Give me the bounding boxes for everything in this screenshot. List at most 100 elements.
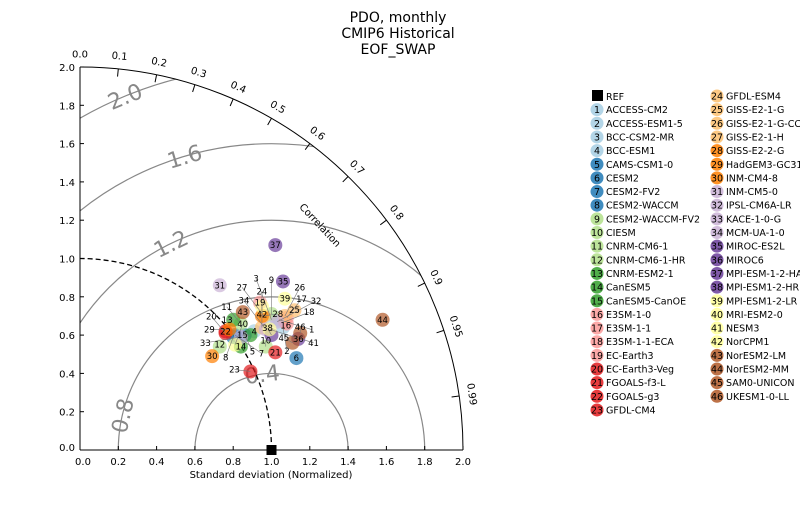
legend-id: 8	[594, 201, 600, 212]
point-label-42: 42	[257, 310, 268, 320]
legend-model-name: CNRM-CM6-1	[606, 242, 668, 253]
legend-item-3: 3 BCC-CSM2-MR	[590, 130, 675, 144]
legend-marker	[710, 144, 724, 158]
legend-item-18: 18 E3SM-1-1-ECA	[590, 335, 674, 349]
legend-model-name: EC-Earth3-Veg	[606, 365, 674, 376]
legend-id: 37	[711, 269, 723, 280]
point-label-4: 4	[252, 327, 257, 337]
legend-marker	[710, 294, 724, 308]
legend-item-22: 22 FGOALS-g3	[590, 389, 659, 403]
legend-marker	[590, 376, 604, 390]
correlation-tick-mark	[342, 176, 349, 183]
point-leader-line	[283, 337, 293, 344]
legend-model-name: MPI-ESM-1-2-HAM	[726, 269, 800, 280]
y-tick-label: 1.6	[59, 140, 75, 151]
legend-item-1: 1 ACCESS-CM2	[590, 103, 668, 117]
point-marker-31	[212, 278, 227, 293]
x-tick-label: 0.4	[149, 457, 165, 468]
rms-contour-label: 0.8	[108, 396, 140, 436]
point-leader-line	[279, 319, 312, 330]
rms-contour-1.6	[80, 143, 463, 450]
legend-model-name: ACCESS-CM2	[606, 105, 668, 116]
point-leader-line	[234, 334, 262, 354]
point-label-30: 30	[207, 352, 218, 362]
point-marker-35	[275, 274, 290, 289]
legend-id: 3	[594, 132, 600, 143]
legend-id: 27	[711, 132, 723, 143]
chart-title: PDO, monthly CMIP6 Historical EOF_SWAP	[341, 10, 454, 58]
title-line-1: PDO, monthly	[350, 10, 447, 26]
correlation-tick-mark	[436, 329, 445, 334]
legend-marker	[590, 185, 604, 199]
point-leader-line	[267, 328, 272, 336]
legend-item-14: 14 CanESM5	[590, 280, 651, 294]
point-marker-6	[289, 351, 304, 366]
legend-model-name: CanESM5-CanOE	[606, 296, 686, 307]
legend-ref-marker	[592, 90, 603, 101]
legend-marker	[590, 130, 604, 144]
point-markers	[205, 238, 390, 379]
legend-model-name: HadGEM3-GC31-LL	[726, 160, 800, 171]
legend-marker	[590, 103, 604, 117]
point-label-13: 13	[222, 316, 233, 326]
legend-marker	[590, 171, 604, 185]
legend-marker	[590, 212, 604, 226]
point-leader-line	[284, 287, 301, 317]
legend-id: 26	[711, 119, 723, 130]
legend-model-name: GISS-E2-1-G-CC	[726, 119, 800, 130]
legend-id: 16	[591, 310, 603, 321]
legend-id: 13	[591, 269, 603, 280]
rms-contour-label: 1.6	[165, 141, 206, 175]
point-label-38: 38	[262, 324, 273, 334]
legend-marker	[590, 226, 604, 239]
legend-item-35: 35 MIROC-ES2L	[710, 239, 785, 253]
legend-id: 9	[594, 214, 600, 225]
rms-contour-1.2	[80, 219, 463, 450]
legend-marker	[710, 253, 724, 267]
point-label-26: 26	[294, 284, 305, 294]
point-label-37: 37	[270, 241, 281, 251]
legend-item-13: 13 CNRM-ESM2-1	[590, 266, 674, 280]
rms-contours	[80, 67, 463, 450]
legend-model-name: UKESM1-0-LL	[726, 392, 790, 403]
legend-id: 29	[711, 160, 723, 171]
legend-model-name: GFDL-CM4	[606, 405, 656, 416]
point-label-3: 3	[253, 275, 258, 285]
legend-model-name: NESM3	[726, 324, 759, 335]
point-label-22: 22	[220, 327, 231, 337]
reference-std-arc	[79, 257, 273, 451]
point-label-15: 15	[237, 331, 248, 341]
legend-item-9: 9 CESM2-WACCM-FV2	[590, 212, 700, 226]
rms-contour-label: 1.2	[150, 226, 192, 264]
legend-item-20: 20 EC-Earth3-Veg	[590, 362, 674, 376]
legend-item-26: 26 GISS-E2-1-G-CC	[710, 116, 800, 130]
legend-item-10: 10 CIESM	[590, 226, 636, 239]
legend-model-name: FGOALS-g3	[606, 392, 659, 403]
point-label-9: 9	[269, 276, 274, 286]
legend-id: 38	[711, 283, 723, 294]
legend-id: 10	[591, 228, 603, 239]
legend-model-name: MRI-ESM2-0	[726, 310, 783, 321]
legend-model-name: MIROC-ES2L	[726, 242, 785, 253]
point-leader-line	[277, 300, 317, 322]
point-label-32: 32	[311, 297, 322, 307]
point-leader-line	[241, 287, 265, 317]
legend-model-name: CanESM5	[606, 283, 651, 294]
point-label-25: 25	[289, 306, 300, 316]
legend-marker	[590, 321, 604, 335]
legend-marker	[710, 239, 724, 253]
point-label-1: 1	[309, 326, 314, 336]
x-tick-label: 1.8	[417, 457, 433, 468]
axes: 0.4 0.8 1.2 1.6 2.0 0.0 0.2 0.4 0.6 0.8 1.0 1.2 1.4 1…	[59, 49, 478, 468]
legend-id: 41	[711, 324, 723, 335]
legend-id: 12	[591, 255, 603, 266]
y-tick-label: 0.4	[59, 369, 75, 380]
legend-marker	[590, 294, 604, 308]
point-label-6: 6	[294, 354, 299, 364]
point-label-39: 39	[279, 295, 290, 305]
correlation-tick-label: 0.2	[150, 56, 168, 70]
x-tick-label: 0.8	[225, 457, 241, 468]
legend-marker	[590, 389, 604, 403]
legend-item-5: 5 CAMS-CSM1-0	[590, 157, 673, 171]
